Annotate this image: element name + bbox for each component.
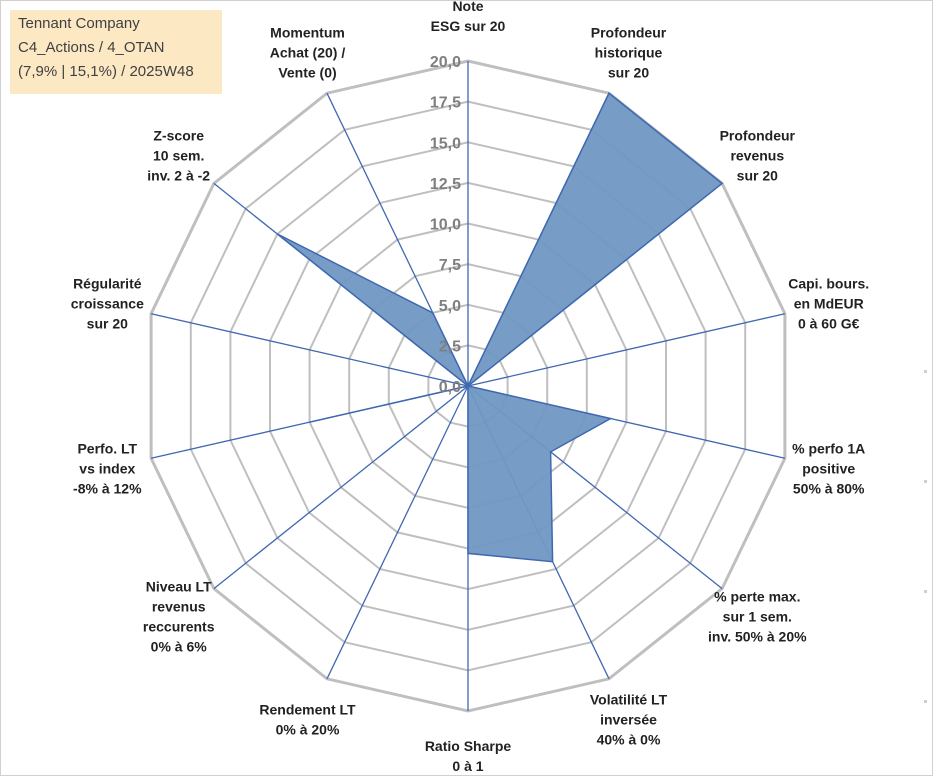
tick-label: 20,0 xyxy=(430,54,461,71)
axis-label: Rendement LT 0% à 20% xyxy=(259,701,356,737)
axis-spoke xyxy=(467,313,786,387)
axis-label-line: historique xyxy=(595,45,663,61)
tick-label: 7,5 xyxy=(439,257,461,274)
axis-spoke xyxy=(213,385,469,590)
axis-label-line: Ratio Sharpe xyxy=(425,738,512,754)
axis-label-line: Vente (0) xyxy=(278,65,336,81)
axis-label-line: Momentum xyxy=(270,25,345,41)
axis-label-line: sur 20 xyxy=(608,65,649,81)
axis-spoke xyxy=(326,385,469,680)
radar-series-area xyxy=(276,92,724,563)
axis-label: Momentum Achat (20) / Vente (0) xyxy=(270,25,346,81)
axis-label-line: Rendement LT xyxy=(259,701,356,717)
axis-label-line: 40% à 0% xyxy=(597,731,661,747)
axis-label-line: Profondeur xyxy=(720,127,796,143)
tick-label: 0,0 xyxy=(439,379,461,396)
axis-label-line: Régularité xyxy=(73,276,142,292)
axis-label: % perfo 1A positive 50% à 80% xyxy=(792,440,865,496)
axis-spoke xyxy=(150,313,469,387)
axis-label: Perfo. LT vs index -8% à 12% xyxy=(73,440,142,496)
axis-label: % perte max. sur 1 sem. inv. 50% à 20% xyxy=(708,589,807,645)
axis-label: Niveau LT revenus reccurents 0% à 6% xyxy=(143,579,215,655)
axis-label-line: revenus xyxy=(730,147,784,163)
tick-label: 15,0 xyxy=(430,135,461,152)
axis-label: Volatilité LT inversée 40% à 0% xyxy=(590,691,668,747)
axis-label-line: 50% à 80% xyxy=(793,480,865,496)
axis-label-line: revenus xyxy=(152,599,206,615)
axis-label-line: Perfo. LT xyxy=(77,440,137,456)
axis-label-line: ESG sur 20 xyxy=(431,18,506,34)
tick-label: 2,5 xyxy=(439,338,461,355)
axis-label-line: -8% à 12% xyxy=(73,480,142,496)
axis-label-line: % perte max. xyxy=(714,589,800,605)
axis-label: Ratio Sharpe 0 à 1 xyxy=(425,738,512,774)
tick-label: 10,0 xyxy=(430,217,461,234)
axis-label-line: inv. 50% à 20% xyxy=(708,629,807,645)
period-info: (7,9% | 15,1%) / 2025W48 xyxy=(18,63,194,80)
scroll-marker xyxy=(924,480,927,483)
tick-label: 5,0 xyxy=(439,298,461,315)
axis-label-line: Niveau LT xyxy=(146,579,212,595)
axis-label-line: Achat (20) / xyxy=(270,45,346,61)
tick-label: 12,5 xyxy=(430,176,461,193)
axis-label-line: sur 20 xyxy=(737,167,778,183)
axis-label-line: reccurents xyxy=(143,619,215,635)
axis-label-line: sur 1 sem. xyxy=(723,609,792,625)
axis-label-line: inversée xyxy=(600,711,657,727)
axis-label-line: sur 20 xyxy=(87,316,128,332)
axis-label-line: Volatilité LT xyxy=(590,691,668,707)
axis-label-line: Z-score xyxy=(153,127,204,143)
title-box: Tennant Company C4_Actions / 4_OTAN (7,9… xyxy=(10,10,222,94)
axis-label-line: Profondeur xyxy=(591,25,667,41)
axis-label-line: Note xyxy=(452,0,483,14)
axis-label-line: 10 sem. xyxy=(153,147,204,163)
axis-label: Capi. bours. en MdEUR 0 à 60 G€ xyxy=(788,276,869,332)
axis-label-line: % perfo 1A xyxy=(792,440,865,456)
series-area xyxy=(276,92,724,563)
axis-label-line: Capi. bours. xyxy=(788,276,869,292)
axis-label-line: 0% à 6% xyxy=(151,639,208,655)
axis-label-line: inv. 2 à -2 xyxy=(147,167,210,183)
axis-label-line: croissance xyxy=(71,296,144,312)
scroll-marker xyxy=(924,700,927,703)
portfolio-path: C4_Actions / 4_OTAN xyxy=(18,39,165,56)
axis-label-line: vs index xyxy=(79,460,135,476)
company-name: Tennant Company xyxy=(18,15,140,32)
axis-labels: Note ESG sur 20 Profondeur historique sur 20… xyxy=(71,0,869,774)
axis-label: Z-score 10 sem. inv. 2 à -2 xyxy=(147,127,210,183)
scroll-marker xyxy=(924,590,927,593)
tick-label: 17,5 xyxy=(430,95,461,112)
axis-label-line: en MdEUR xyxy=(794,296,864,312)
axis-label: Régularité croissance sur 20 xyxy=(71,276,144,332)
scroll-marker xyxy=(924,370,927,373)
axis-label-line: 0% à 20% xyxy=(276,721,340,737)
axis-label-line: positive xyxy=(802,460,855,476)
axis-label: Note ESG sur 20 xyxy=(431,0,506,34)
axis-label-line: 0 à 60 G€ xyxy=(798,316,860,332)
axis-label-line: 0 à 1 xyxy=(452,758,483,774)
radial-tick-labels: 0,0 2,5 5,0 7,5 10,0 12,5 15,0 17,5 20,0 xyxy=(430,54,461,396)
axis-label: Profondeur historique sur 20 xyxy=(591,25,667,81)
axis-label: Profondeur revenus sur 20 xyxy=(720,127,796,183)
